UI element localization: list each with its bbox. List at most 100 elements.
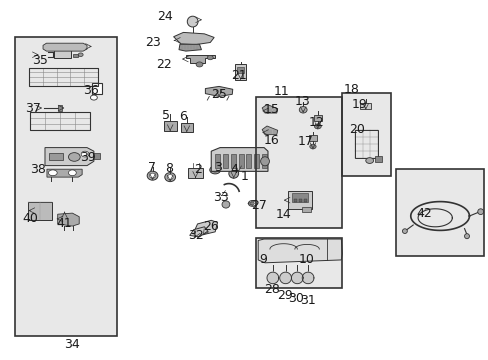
Bar — [181, 123, 192, 132]
Text: 19: 19 — [351, 98, 366, 111]
Text: 41: 41 — [57, 217, 72, 230]
Text: 13: 13 — [294, 95, 309, 108]
Ellipse shape — [228, 169, 238, 178]
Text: 22: 22 — [156, 58, 171, 71]
Bar — [246, 154, 251, 168]
Text: 33: 33 — [213, 191, 228, 204]
Text: 10: 10 — [299, 253, 314, 266]
Ellipse shape — [250, 202, 254, 205]
Bar — [287, 191, 312, 209]
Text: 1: 1 — [240, 170, 248, 183]
Ellipse shape — [365, 158, 373, 163]
Bar — [256, 97, 342, 228]
Ellipse shape — [90, 95, 97, 100]
Ellipse shape — [212, 168, 218, 172]
Text: 11: 11 — [273, 85, 289, 98]
Bar — [215, 154, 220, 168]
Bar — [395, 169, 483, 256]
Ellipse shape — [464, 234, 468, 239]
Bar — [54, 49, 71, 58]
Polygon shape — [262, 126, 277, 135]
Text: 36: 36 — [82, 84, 98, 97]
Bar — [256, 238, 342, 288]
Polygon shape — [205, 86, 232, 96]
Polygon shape — [173, 32, 214, 45]
Text: 27: 27 — [251, 199, 266, 212]
Polygon shape — [185, 55, 215, 63]
Polygon shape — [291, 272, 303, 284]
Text: 34: 34 — [64, 338, 80, 351]
Text: 3: 3 — [213, 161, 221, 174]
Ellipse shape — [81, 151, 89, 157]
Bar — [238, 154, 243, 168]
Bar — [15, 37, 117, 336]
Polygon shape — [302, 272, 313, 284]
Bar — [395, 169, 483, 256]
Text: 4: 4 — [230, 163, 238, 176]
Polygon shape — [47, 169, 82, 177]
Ellipse shape — [149, 173, 155, 178]
Bar — [301, 207, 310, 212]
Bar — [29, 68, 98, 86]
Bar — [58, 105, 61, 111]
Bar — [93, 153, 100, 159]
Text: 39: 39 — [80, 151, 96, 164]
Ellipse shape — [147, 171, 158, 180]
Bar — [354, 130, 377, 158]
Ellipse shape — [48, 170, 57, 176]
Bar — [256, 238, 342, 288]
Text: 30: 30 — [288, 292, 304, 305]
Polygon shape — [43, 43, 87, 51]
Text: 7: 7 — [147, 161, 155, 174]
Text: 32: 32 — [187, 229, 203, 242]
Bar — [303, 199, 306, 202]
Text: 35: 35 — [32, 54, 48, 67]
Bar — [28, 202, 52, 220]
Bar — [73, 54, 78, 57]
Ellipse shape — [477, 209, 483, 215]
Text: 14: 14 — [275, 208, 291, 221]
Ellipse shape — [222, 201, 229, 208]
Ellipse shape — [299, 107, 306, 113]
Bar — [308, 135, 316, 141]
Text: 15: 15 — [264, 103, 279, 116]
Ellipse shape — [402, 229, 407, 233]
Text: 24: 24 — [157, 10, 173, 23]
Bar — [292, 193, 307, 202]
Bar — [293, 199, 296, 202]
Text: 8: 8 — [164, 162, 172, 175]
Text: 25: 25 — [211, 88, 226, 101]
Ellipse shape — [164, 173, 175, 181]
Bar — [15, 37, 117, 336]
Polygon shape — [179, 44, 201, 51]
Polygon shape — [189, 227, 207, 237]
Text: 28: 28 — [264, 283, 280, 296]
Polygon shape — [266, 272, 278, 284]
Bar — [342, 93, 390, 176]
Ellipse shape — [78, 53, 83, 57]
Text: 12: 12 — [308, 116, 324, 129]
Bar — [235, 64, 245, 80]
Text: 23: 23 — [144, 36, 160, 49]
Ellipse shape — [196, 62, 203, 67]
Text: 2: 2 — [194, 163, 202, 176]
Text: 16: 16 — [264, 134, 279, 147]
Bar — [236, 68, 244, 73]
Polygon shape — [279, 272, 291, 284]
Bar — [313, 115, 321, 121]
Bar — [256, 97, 342, 228]
Bar — [163, 121, 176, 131]
Ellipse shape — [68, 153, 80, 161]
Ellipse shape — [260, 157, 269, 166]
Bar — [49, 153, 63, 160]
Text: 5: 5 — [162, 109, 170, 122]
Ellipse shape — [187, 16, 198, 27]
Text: 6: 6 — [179, 111, 187, 123]
Text: 9: 9 — [259, 253, 266, 266]
Ellipse shape — [167, 175, 173, 180]
Text: 29: 29 — [276, 289, 292, 302]
Ellipse shape — [68, 170, 76, 176]
Ellipse shape — [309, 144, 315, 149]
Polygon shape — [211, 148, 267, 171]
Text: 26: 26 — [203, 220, 219, 233]
